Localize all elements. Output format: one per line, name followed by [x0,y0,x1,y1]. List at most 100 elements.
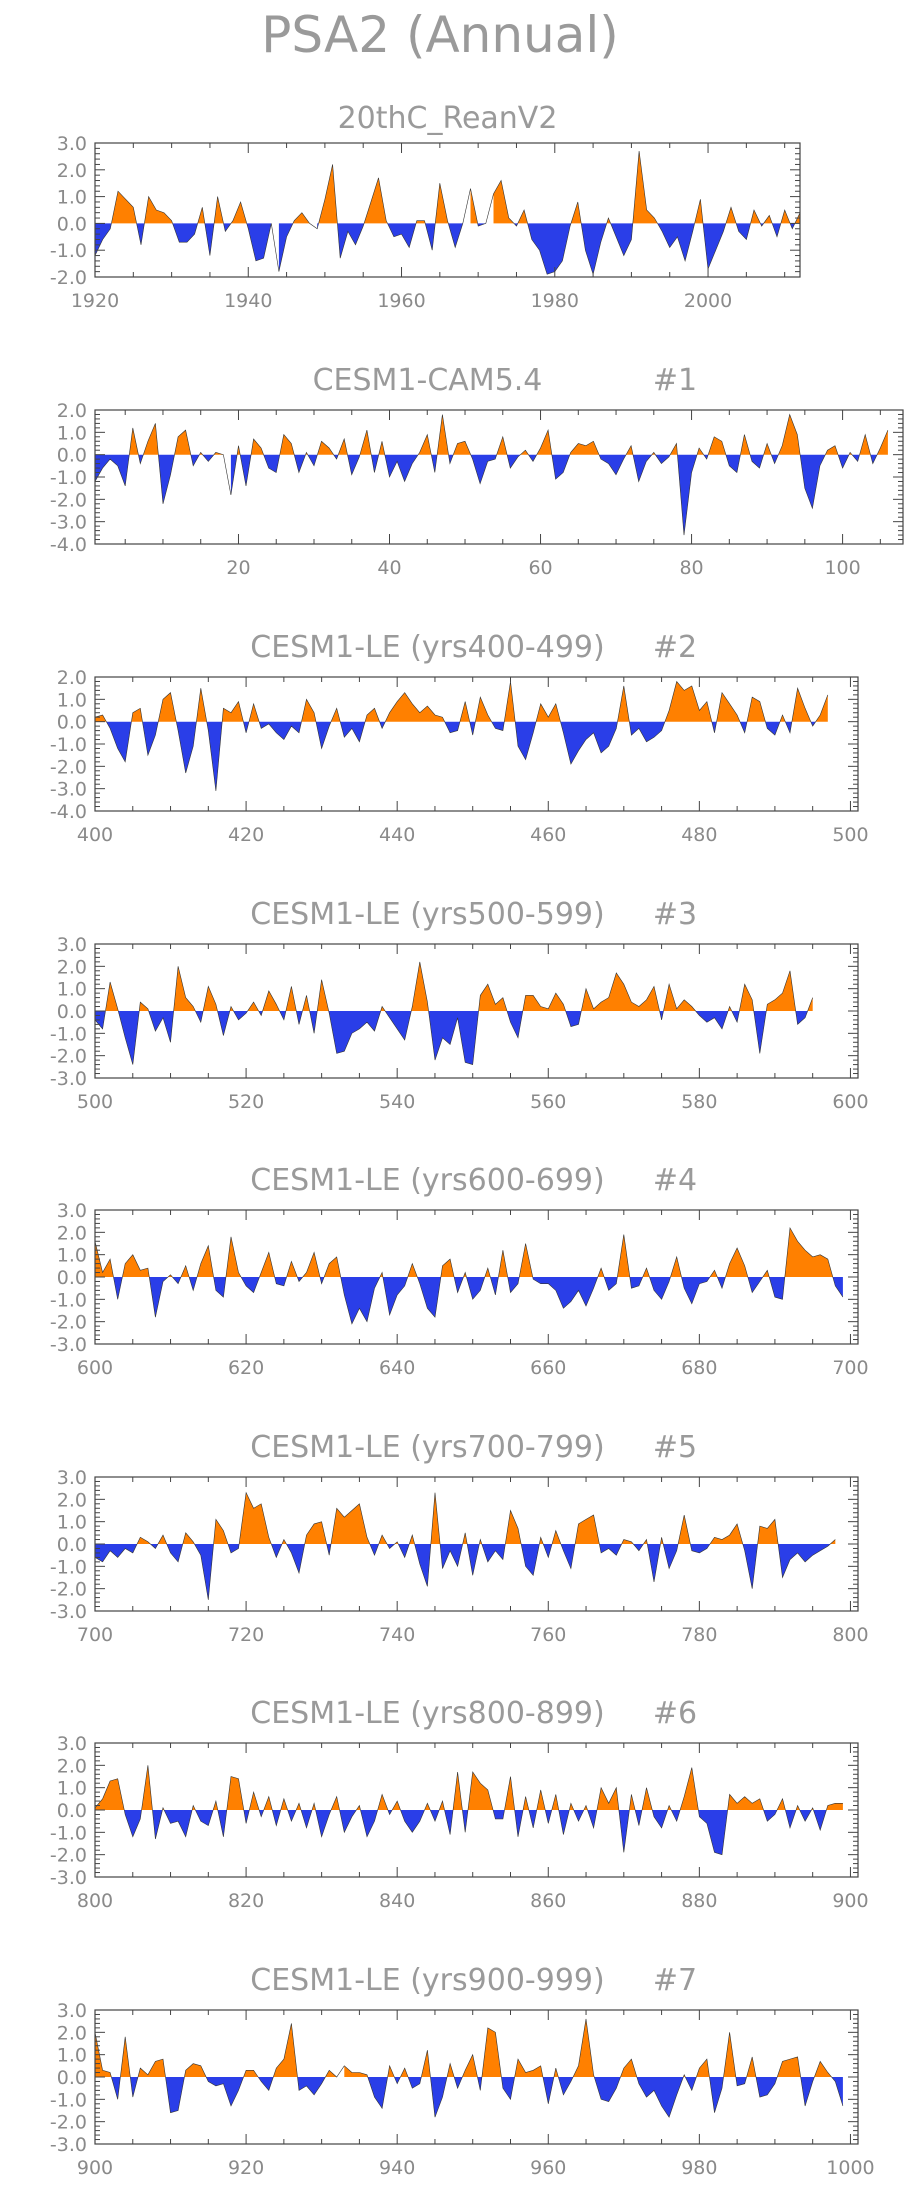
positive-anomaly-area [144,196,173,224]
positive-anomaly-area [129,427,139,455]
positive-anomaly-area [293,212,310,224]
positive-anomaly-area [344,2065,368,2077]
x-tick-label: 600 [77,1357,113,1379]
y-tick-label: -3.0 [50,512,87,534]
positive-anomaly-area [519,1243,533,1277]
positive-anomaly-area [617,685,630,722]
negative-anomaly-area [194,1544,214,1600]
positive-anomaly-area [750,210,761,224]
negative-anomaly-area [545,1810,552,1824]
x-tick-label: 940 [379,2157,415,2179]
plot-frame [94,142,801,278]
y-tick-label: 1.0 [57,1778,87,1800]
negative-anomaly-area [223,223,231,232]
negative-anomaly-area [400,1810,425,1833]
positive-anomaly-area [536,1789,546,1810]
x-tick-label: 860 [530,1890,566,1912]
negative-anomaly-area [172,223,198,243]
chart-title: 20thC_ReanV2 [338,101,558,136]
negative-anomaly-area [852,454,860,462]
negative-anomaly-area [681,1277,710,1304]
positive-anomaly-area [317,979,329,1011]
negative-anomaly-area [711,721,717,733]
y-tick-label: 0.0 [57,2067,87,2089]
positive-anomaly-area [583,1805,588,1810]
positive-anomaly-area [493,180,514,224]
negative-anomaly-area [217,1011,230,1036]
positive-anomaly-area [517,210,528,224]
positive-anomaly-area [462,1532,468,1544]
chart-title: CESM1-LE (yrs900-999) [250,1963,604,1998]
positive-anomaly-area [496,436,508,455]
negative-anomaly-area [394,2077,401,2084]
negative-anomaly-area [652,1810,668,1828]
negative-anomaly-area [810,721,816,727]
positive-anomaly-area [475,697,492,722]
negative-anomaly-area [444,1810,453,1835]
y-tick-label: -1.0 [50,1822,87,1844]
negative-anomaly-area [95,454,130,486]
negative-anomaly-area [382,1277,408,1315]
negative-anomaly-area [309,1011,318,1034]
positive-anomaly-area [747,697,766,722]
negative-anomaly-area [800,454,826,509]
y-tick-label: -3.0 [50,2134,87,2156]
positive-anomaly-area [814,2061,832,2077]
chart-panel-5: CESM1-LE (yrs600-699) #43.02.01.00.0-1.0-… [50,1163,869,1379]
negative-anomaly-area [551,454,570,480]
negative-anomaly-area [339,1810,357,1833]
negative-anomaly-area [164,1810,193,1837]
negative-anomaly-area [148,1011,174,1043]
series-line [94,1491,836,1600]
positive-anomaly-area [667,1805,672,1810]
positive-anomaly-area [725,1248,748,1277]
negative-anomaly-area [532,1277,598,1309]
negative-anomaly-area [785,1810,797,1828]
negative-anomaly-area [599,1544,622,1556]
x-tick-label: 780 [681,1624,717,1646]
chart-title: CESM1-LE (yrs500-599) [250,897,604,932]
negative-anomaly-area [813,1810,827,1831]
negative-anomaly-area [695,1011,729,1029]
negative-anomaly-area [870,454,878,464]
y-tick-label: 3.0 [57,1733,87,1755]
negative-anomaly-area [790,223,795,229]
x-tick-label: 1980 [531,290,579,312]
positive-anomaly-area [139,1002,149,1011]
negative-anomaly-area [528,1810,537,1828]
x-tick-label: 440 [379,824,415,846]
positive-anomaly-area [331,1503,370,1544]
y-tick-label: -1.0 [50,734,87,756]
negative-anomaly-area [470,454,497,484]
negative-anomaly-area [95,223,112,256]
plot-frame [94,676,859,812]
negative-anomaly-area [246,223,272,261]
negative-anomaly-area [385,1011,412,1040]
x-tick-label: 820 [228,1890,264,1912]
positive-anomaly-area [763,215,773,224]
positive-anomaly-area [137,1537,151,1544]
negative-anomaly-area [599,454,627,475]
negative-anomaly-area [659,1011,664,1020]
negative-anomaly-area [618,1810,630,1853]
negative-anomaly-area [703,223,726,269]
positive-anomaly-area [324,1256,341,1277]
chart-title: CESM1-LE (yrs400-499) [250,630,604,665]
negative-anomaly-area [320,1277,325,1284]
negative-anomaly-area [347,454,360,475]
y-tick-label: 1.0 [57,1512,87,1534]
negative-anomaly-area [690,1544,710,1553]
chart-panel-6: CESM1-LE (yrs700-799) #53.02.01.00.0-1.0-… [50,1430,869,1646]
y-tick-label: 1.0 [57,422,87,444]
positive-anomaly-area [317,441,334,455]
positive-anomaly-area [757,1519,779,1544]
positive-anomaly-area [296,1803,301,1810]
x-tick-label: 80 [679,557,703,579]
negative-anomaly-area [528,454,537,462]
negative-anomaly-area [558,1810,570,1835]
negative-anomaly-area [430,1810,440,1822]
negative-anomaly-area [213,1277,226,1298]
positive-anomaly-area [569,1803,574,1810]
negative-anomaly-area [233,1011,248,1020]
